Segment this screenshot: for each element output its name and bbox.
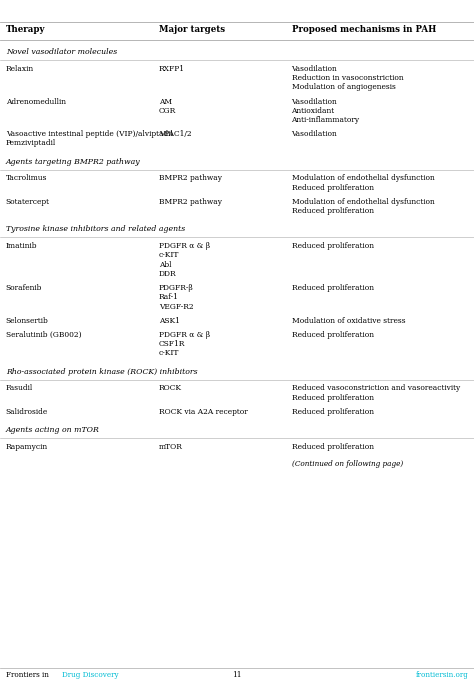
Text: Vasodilation: Vasodilation: [292, 130, 337, 138]
Text: Reduced proliferation: Reduced proliferation: [292, 442, 374, 451]
Text: Therapy: Therapy: [6, 25, 45, 34]
Text: Raf-1: Raf-1: [159, 293, 179, 302]
Text: CSF1R: CSF1R: [159, 340, 185, 348]
Text: Antioxidant: Antioxidant: [292, 106, 335, 115]
Text: ROCK via A2A receptor: ROCK via A2A receptor: [159, 407, 247, 416]
Text: Modulation of oxidative stress: Modulation of oxidative stress: [292, 317, 405, 325]
Text: Imatinib: Imatinib: [6, 242, 37, 250]
Text: frontiersin.org: frontiersin.org: [415, 671, 468, 679]
Text: BMPR2 pathway: BMPR2 pathway: [159, 198, 222, 206]
Text: Reduced proliferation: Reduced proliferation: [292, 284, 374, 292]
Text: Reduced vasoconstriction and vasoreactivity: Reduced vasoconstriction and vasoreactiv…: [292, 384, 460, 392]
Text: AM: AM: [159, 98, 172, 106]
Text: Drug Discovery: Drug Discovery: [62, 671, 118, 679]
Text: Fasudil: Fasudil: [6, 384, 33, 392]
Text: ASK1: ASK1: [159, 317, 180, 325]
Text: Reduced proliferation: Reduced proliferation: [292, 394, 374, 402]
Text: Seralutinib (GB002): Seralutinib (GB002): [6, 330, 82, 339]
Text: PDGFR α & β: PDGFR α & β: [159, 242, 210, 250]
Text: Modulation of endothelial dysfunction: Modulation of endothelial dysfunction: [292, 198, 434, 206]
Text: VEGF-R2: VEGF-R2: [159, 302, 193, 311]
Text: PDGFR-β: PDGFR-β: [159, 284, 193, 292]
Text: Frontiers in: Frontiers in: [6, 671, 51, 679]
Text: Vasodilation: Vasodilation: [292, 98, 337, 106]
Text: c-KIT: c-KIT: [159, 251, 179, 260]
Text: Rapamycin: Rapamycin: [6, 442, 48, 451]
Text: Novel vasodilator molecules: Novel vasodilator molecules: [6, 48, 117, 56]
Text: Reduced proliferation: Reduced proliferation: [292, 207, 374, 215]
Text: Sorafenib: Sorafenib: [6, 284, 42, 292]
Text: Agents acting on mTOR: Agents acting on mTOR: [6, 426, 100, 434]
Text: Reduction in vasoconstriction: Reduction in vasoconstriction: [292, 74, 403, 82]
Text: Rho-associated protein kinase (ROCK) inhibitors: Rho-associated protein kinase (ROCK) inh…: [6, 368, 197, 376]
Text: Abl: Abl: [159, 260, 171, 269]
Text: mTOR: mTOR: [159, 442, 182, 451]
Text: Vasodilation: Vasodilation: [292, 65, 337, 73]
Text: PDGFR α & β: PDGFR α & β: [159, 330, 210, 339]
Text: VPAC1/2: VPAC1/2: [159, 130, 191, 138]
Text: Anti-inflammatory: Anti-inflammatory: [292, 116, 360, 124]
Text: Reduced proliferation: Reduced proliferation: [292, 407, 374, 416]
Text: Reduced proliferation: Reduced proliferation: [292, 183, 374, 192]
Text: Modulation of angiogenesis: Modulation of angiogenesis: [292, 83, 395, 91]
Text: DDR: DDR: [159, 270, 176, 278]
Text: RXFP1: RXFP1: [159, 65, 185, 73]
Text: Major targets: Major targets: [159, 25, 225, 34]
Text: Vasoactive intestinal peptide (VIP)/alviptadil: Vasoactive intestinal peptide (VIP)/alvi…: [6, 130, 173, 138]
Text: Tacrolimus: Tacrolimus: [6, 174, 47, 183]
Text: Sotatercept: Sotatercept: [6, 198, 50, 206]
Text: CGR: CGR: [159, 106, 176, 115]
Text: BMPR2 pathway: BMPR2 pathway: [159, 174, 222, 183]
Text: Proposed mechanisms in PAH: Proposed mechanisms in PAH: [292, 25, 436, 34]
Text: Selonsertib: Selonsertib: [6, 317, 48, 325]
Text: 11: 11: [232, 671, 242, 679]
Text: Tyrosine kinase inhibitors and related agents: Tyrosine kinase inhibitors and related a…: [6, 225, 185, 234]
Text: Agents targeting BMPR2 pathway: Agents targeting BMPR2 pathway: [6, 157, 140, 166]
Text: Pemziviptadil: Pemziviptadil: [6, 139, 56, 148]
Text: Modulation of endothelial dysfunction: Modulation of endothelial dysfunction: [292, 174, 434, 183]
Text: Reduced proliferation: Reduced proliferation: [292, 330, 374, 339]
Text: c-KIT: c-KIT: [159, 349, 179, 357]
Text: (Continued on following page): (Continued on following page): [292, 460, 403, 468]
Text: Adrenomedullin: Adrenomedullin: [6, 98, 66, 106]
Text: Relaxin: Relaxin: [6, 65, 34, 73]
Text: ROCK: ROCK: [159, 384, 182, 392]
Text: Reduced proliferation: Reduced proliferation: [292, 242, 374, 250]
Text: Salidroside: Salidroside: [6, 407, 48, 416]
